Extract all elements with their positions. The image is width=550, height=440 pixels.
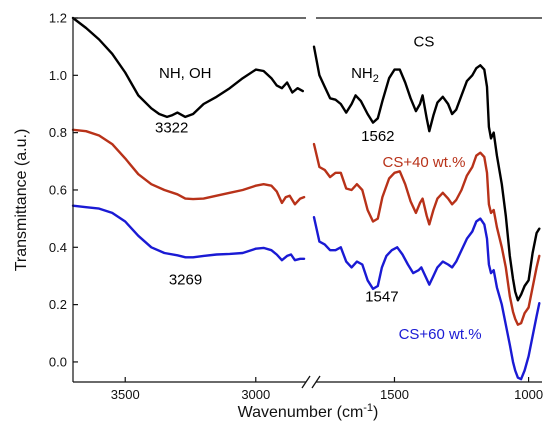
y-tick-label: 0.8 [49, 125, 67, 140]
series-1-line-left [71, 16, 304, 119]
annotation-label: CS [414, 34, 435, 51]
y-tick-label: 0.0 [49, 354, 67, 369]
series-3-line-left [71, 204, 306, 262]
series-3-line-right [312, 215, 541, 381]
annotation-label: 1562 [361, 128, 394, 145]
y-tick-label: 1.0 [49, 68, 67, 83]
annotation-label: NH, OH [159, 65, 212, 82]
plot-lines [71, 16, 541, 381]
annotations: NH, OH 3322 3269 NH2 CS 1562 CS+40 wt.% 1547 CS+… [155, 34, 482, 343]
y-tick-label: 0.4 [49, 240, 67, 255]
axis-break-mark-1 [311, 375, 321, 389]
x-tick-label: 3000 [241, 387, 270, 402]
y-axis-title: Transmittance (a.u.) [13, 129, 30, 272]
annotation-label: CS+60 wt.% [399, 326, 482, 343]
y-tick-label: 1.2 [49, 11, 67, 26]
y-tick-label: 0.6 [49, 182, 67, 197]
annotation-label: NH2 [351, 65, 379, 85]
series-1-line-right [312, 45, 541, 302]
x-axis-title: Wavenumber (cm-1) [238, 402, 379, 421]
x-tick-label: 1000 [514, 387, 543, 402]
annotation-label: CS+40 wt.% [382, 154, 465, 171]
x-tick-label: 1500 [380, 387, 409, 402]
annotation-label: 1547 [365, 289, 398, 306]
axis-break-mark-0 [301, 375, 311, 389]
y-tick-label: 0.2 [49, 297, 67, 312]
annotation-label: 3269 [169, 272, 202, 289]
x-tick-label: 3500 [111, 387, 140, 402]
annotation-label: 3322 [155, 120, 188, 137]
series-2-line-left [71, 128, 306, 206]
series-2-line-right [312, 142, 541, 326]
axes: 0.0 0.2 0.4 0.6 0.8 1.0 1.2 3500 3000 1500 1000 Wav… [13, 11, 543, 422]
